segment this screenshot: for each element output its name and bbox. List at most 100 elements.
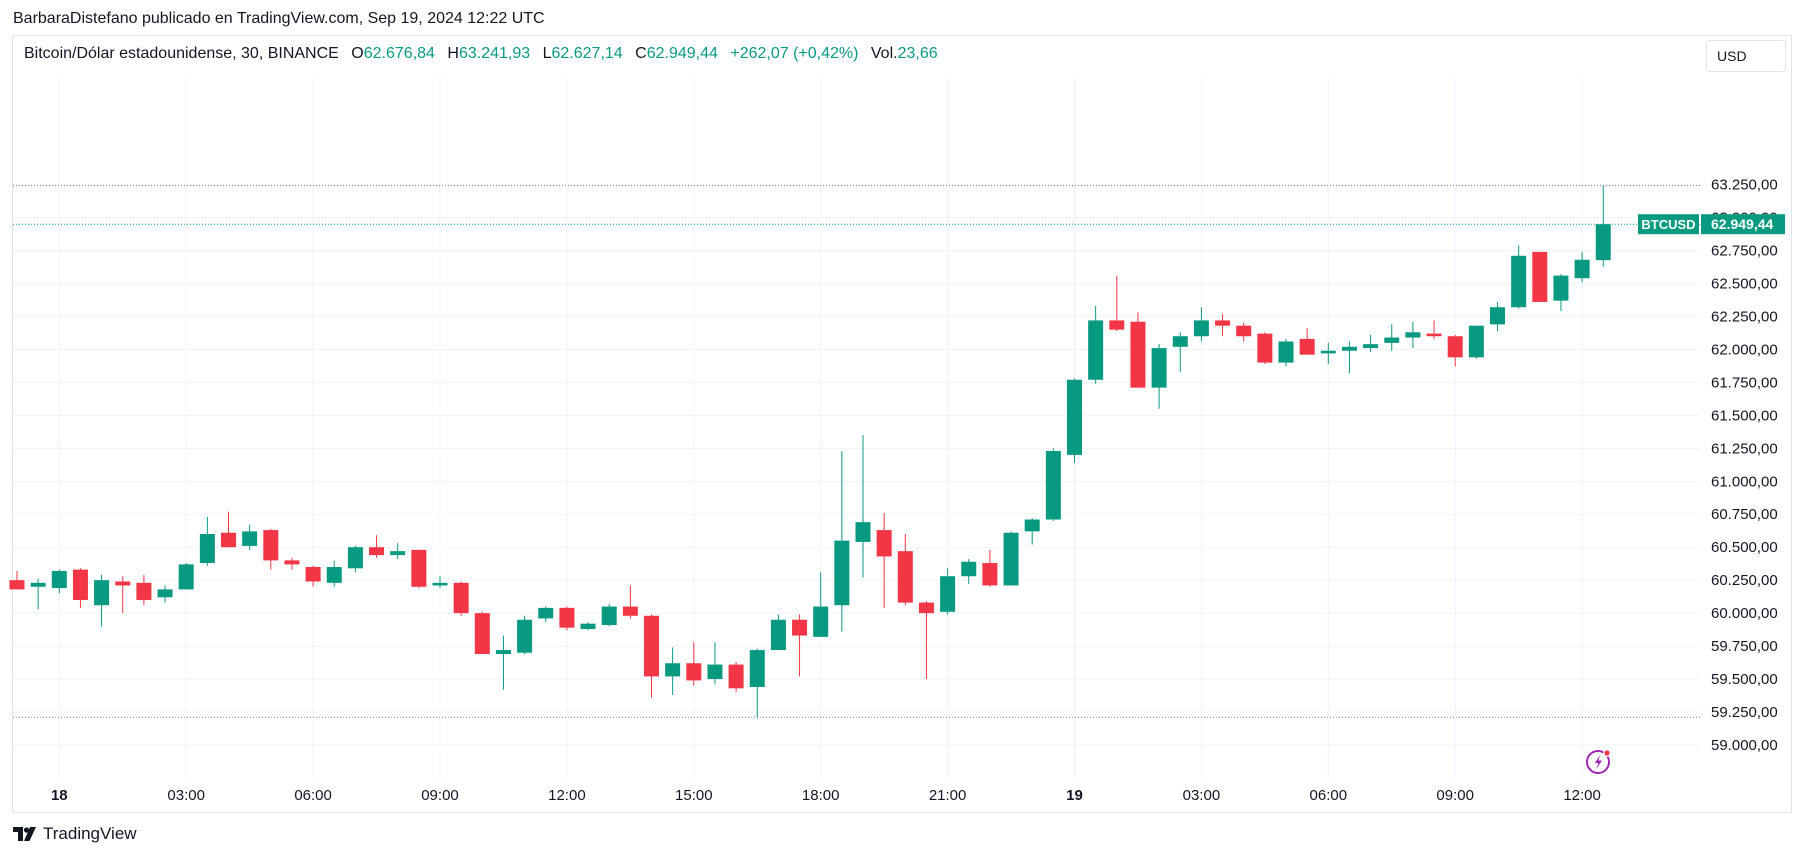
symbol-tag-label: BTCUSD [1641,217,1695,232]
candle-body [1067,379,1082,455]
y-axis-tick-label: 59.250,00 [1711,704,1778,721]
x-axis-tick-label: 19 [1066,787,1083,804]
currency-button[interactable]: USD [1706,40,1786,72]
candle-body [453,582,469,614]
y-axis-tick-label: 59.750,00 [1711,638,1778,655]
y-axis-tick-label: 60.750,00 [1711,506,1778,523]
flash-icon[interactable] [1585,747,1613,775]
candle-body [580,623,596,629]
candle-body [665,663,681,677]
candle-body [940,576,956,612]
candle-body [221,532,236,548]
low-value: 62.627,14 [551,45,623,62]
symbol-legend: Bitcoin/Dólar estadounidense, 30, BINANC… [24,45,938,63]
candle-body [1341,346,1357,351]
candle-body [284,560,300,565]
low-label: L [542,45,552,62]
candle-body [517,619,533,653]
x-axis-tick-label: 18 [51,787,68,804]
candle-body [305,566,321,582]
x-axis-tick-label: 09:00 [421,787,459,804]
candle-body [686,663,702,681]
candle-body [1363,344,1379,349]
open-label: O [351,45,364,62]
high-value: 63.241,93 [458,45,531,62]
candle-body [474,613,490,655]
candle-body [538,607,554,619]
candle-body [1109,320,1125,330]
candle-body [390,551,406,556]
candle-body [199,534,215,564]
candle-body [728,664,744,689]
y-axis-tick-label: 63.250,00 [1711,177,1778,194]
candle-body [1045,450,1061,520]
candle-body [876,530,892,557]
candle-body [157,589,173,598]
candle-body [1003,532,1019,586]
candle-body [855,522,871,542]
y-axis-tick-label: 59.000,00 [1711,737,1778,754]
candle-body [1405,332,1421,338]
candle-body [72,569,88,600]
candle-body [1511,255,1527,308]
candle-body [94,580,110,606]
x-axis-tick-label: 12:00 [548,787,586,804]
candle-body [1257,333,1273,363]
x-axis-tick-label: 15:00 [675,787,713,804]
candle-body [1088,320,1104,380]
last-price-label: 62.949,44 [1711,216,1773,232]
candle-body [834,540,850,606]
x-axis-tick-label: 06:00 [1310,787,1348,804]
candle-body [961,561,977,577]
candle-body [411,549,427,587]
tradingview-logo-icon [13,827,36,841]
candle-body [347,547,363,569]
candle-body [1532,251,1548,302]
y-axis-tick-label: 61.500,00 [1711,407,1778,424]
candle-body [1426,333,1442,337]
candle-body [749,650,765,687]
candle-body [1151,348,1167,388]
candle-body [1299,338,1315,355]
last-price-bg [1701,214,1785,235]
candle-body [9,580,25,590]
candle-body [1130,321,1146,388]
candle-body [813,606,829,637]
close-value: 62.949,44 [646,45,718,62]
candle-body [601,606,617,626]
footer-brand: TradingView [13,824,137,844]
x-axis-tick-label: 18:00 [802,787,840,804]
candle-body [1468,325,1484,358]
candle-body [1595,224,1611,261]
volume-value: 23,66 [897,45,938,62]
x-axis-tick-label: 03:00 [167,787,205,804]
x-axis-tick-label: 03:00 [1183,787,1221,804]
candle-body [1236,325,1252,337]
x-axis-tick-label: 21:00 [929,787,967,804]
y-axis-tick-label: 62.750,00 [1711,243,1778,260]
symbol-tag-bg [1638,214,1699,235]
y-axis-tick-label: 61.750,00 [1711,374,1778,391]
candle-body [1574,259,1590,279]
candle-body [326,566,342,583]
candle-body [1384,337,1400,343]
x-axis-tick-label: 12:00 [1563,787,1601,804]
candle-body [136,582,152,600]
candle-body [369,547,385,556]
volume-label: Vol. [870,45,898,62]
x-axis-tick-label: 06:00 [294,787,332,804]
x-axis-tick-label: 09:00 [1436,787,1474,804]
y-axis-tick-label: 61.250,00 [1711,440,1778,457]
open-value: 62.676,84 [363,45,435,62]
y-axis-tick-label: 60.250,00 [1711,572,1778,589]
candle-body [1024,519,1040,532]
candle-body [30,582,46,587]
candle-body [770,619,786,651]
high-label: H [447,45,459,62]
publisher-attribution: BarbaraDistefano publicado en TradingVie… [13,10,545,27]
candle-body [432,582,448,586]
candle-body [622,606,638,616]
candle-body [918,602,934,614]
y-axis-tick-label: 59.500,00 [1711,671,1778,688]
